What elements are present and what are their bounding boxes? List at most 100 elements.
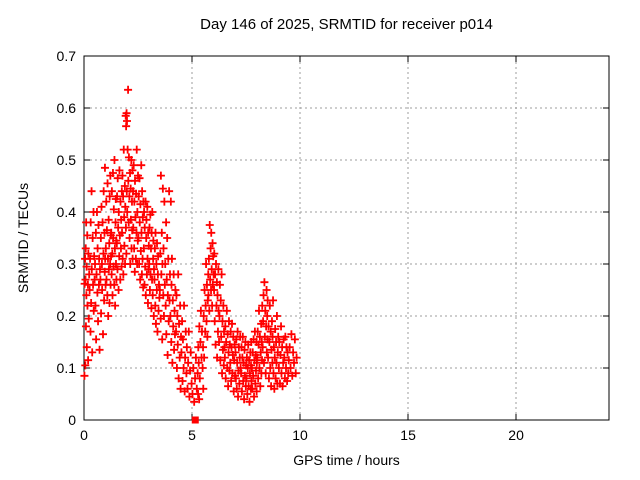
data-point-marker bbox=[245, 397, 254, 406]
data-point-marker bbox=[87, 265, 96, 274]
data-point-marker bbox=[217, 332, 226, 341]
data-point-marker bbox=[193, 369, 202, 378]
data-point-marker bbox=[173, 312, 182, 320]
data-point-marker bbox=[262, 348, 271, 357]
data-point-marker bbox=[104, 215, 113, 224]
data-point-marker bbox=[205, 306, 214, 315]
data-point-marker bbox=[172, 364, 181, 372]
data-point-marker bbox=[88, 348, 97, 357]
data-point-marker bbox=[270, 353, 279, 362]
data-point-marker bbox=[115, 166, 124, 175]
data-point-marker bbox=[120, 182, 129, 190]
data-point-marker bbox=[207, 228, 216, 237]
data-point-marker bbox=[168, 296, 177, 305]
data-point-marker bbox=[123, 208, 132, 216]
data-point-marker bbox=[215, 338, 224, 346]
data-point-marker bbox=[194, 390, 203, 398]
data-point-marker bbox=[247, 364, 256, 372]
data-point-marker bbox=[89, 306, 98, 315]
data-point-marker bbox=[131, 254, 140, 263]
y-tick-label: 0.7 bbox=[57, 48, 77, 64]
data-point-marker bbox=[87, 299, 96, 307]
y-tick-label: 0.6 bbox=[57, 100, 77, 116]
data-point-marker bbox=[93, 244, 102, 253]
data-point-marker bbox=[220, 353, 229, 362]
x-axis-label: GPS time / hours bbox=[293, 452, 400, 468]
data-point-marker bbox=[202, 260, 211, 268]
data-point-marker bbox=[103, 179, 112, 188]
data-point-marker bbox=[217, 270, 226, 279]
data-point-marker bbox=[172, 291, 181, 300]
data-point-marker bbox=[203, 332, 212, 341]
data-point-marker bbox=[200, 353, 209, 362]
data-point-marker bbox=[195, 395, 204, 404]
data-point-marker bbox=[207, 265, 216, 274]
data-point-marker bbox=[82, 343, 91, 352]
data-point-marker bbox=[84, 314, 93, 323]
data-point-marker bbox=[153, 327, 162, 336]
data-point-marker bbox=[234, 392, 243, 401]
data-point-marker bbox=[238, 332, 247, 341]
y-tick-label: 0.3 bbox=[57, 256, 77, 272]
data-point-marker bbox=[120, 213, 129, 222]
data-point-marker bbox=[170, 345, 179, 354]
data-point-marker bbox=[167, 280, 176, 289]
data-point-marker bbox=[134, 192, 143, 201]
data-point-marker bbox=[258, 343, 267, 352]
data-point-marker bbox=[196, 306, 205, 315]
data-point-marker bbox=[199, 312, 208, 320]
data-point-marker bbox=[145, 286, 154, 294]
data-point-marker bbox=[240, 345, 249, 354]
data-point-marker bbox=[204, 254, 213, 263]
data-point-marker bbox=[108, 291, 117, 300]
data-point-marker bbox=[104, 312, 113, 320]
data-point-marker bbox=[164, 317, 173, 326]
data-point-marker bbox=[146, 270, 155, 279]
flagged-point-marker bbox=[191, 416, 199, 424]
data-point-marker bbox=[261, 369, 270, 378]
data-point-marker bbox=[254, 374, 263, 383]
data-point-marker bbox=[202, 317, 211, 326]
data-point-marker bbox=[275, 338, 284, 346]
data-point-marker bbox=[274, 364, 283, 372]
data-point-marker bbox=[260, 278, 269, 287]
data-point-marker bbox=[171, 286, 180, 294]
data-point-marker bbox=[264, 322, 273, 331]
data-point-marker bbox=[111, 218, 120, 227]
data-point-marker bbox=[269, 369, 278, 378]
data-point-marker bbox=[186, 348, 195, 357]
data-point-marker bbox=[125, 234, 134, 242]
data-point-marker bbox=[84, 249, 93, 258]
data-point-marker bbox=[269, 296, 278, 305]
data-point-marker bbox=[277, 322, 286, 331]
data-point-marker bbox=[118, 228, 127, 237]
data-point-marker bbox=[100, 267, 109, 276]
data-point-marker bbox=[114, 223, 123, 232]
data-point-marker bbox=[210, 286, 219, 294]
data-point-marker bbox=[111, 301, 120, 310]
y-tick-label: 0.4 bbox=[57, 204, 77, 220]
data-point-marker bbox=[222, 306, 231, 315]
data-point-marker bbox=[158, 335, 167, 344]
data-point-marker bbox=[137, 228, 146, 237]
data-point-marker bbox=[162, 275, 171, 284]
data-point-marker bbox=[216, 356, 225, 365]
data-point-marker bbox=[107, 187, 116, 196]
data-point-marker bbox=[178, 335, 187, 344]
data-point-marker bbox=[262, 286, 271, 294]
data-point-marker bbox=[140, 208, 149, 216]
data-point-marker bbox=[270, 384, 279, 393]
data-point-marker bbox=[180, 301, 189, 310]
data-point-marker bbox=[174, 270, 183, 279]
data-point-marker bbox=[232, 384, 241, 393]
data-point-marker bbox=[142, 234, 151, 242]
data-point-marker bbox=[130, 176, 139, 185]
data-point-marker bbox=[149, 312, 158, 320]
data-point-marker bbox=[98, 218, 107, 227]
data-point-marker bbox=[121, 202, 130, 211]
data-point-marker bbox=[265, 301, 274, 310]
data-point-marker bbox=[94, 221, 103, 229]
data-point-marker bbox=[248, 384, 257, 393]
data-point-marker bbox=[230, 340, 239, 349]
data-point-marker bbox=[131, 213, 140, 222]
